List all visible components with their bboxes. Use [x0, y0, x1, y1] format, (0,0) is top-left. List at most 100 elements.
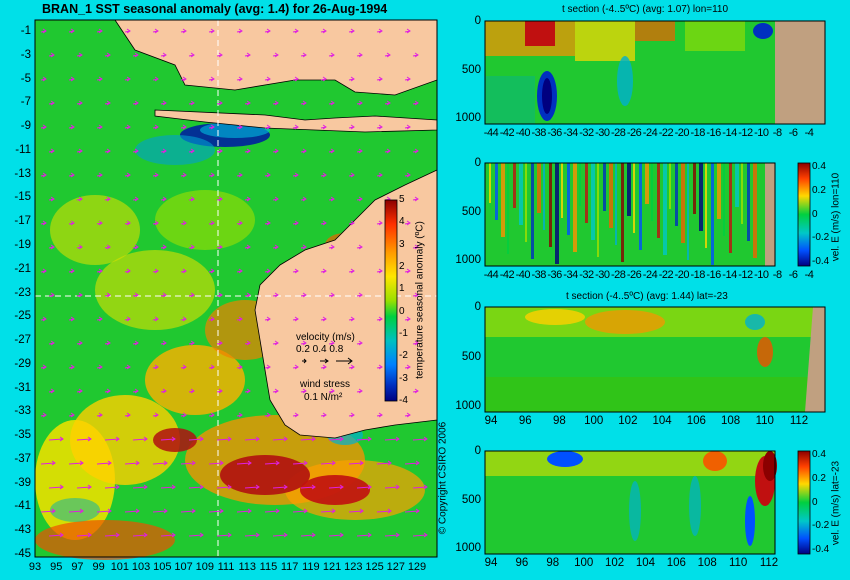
colorbar-tick: -3 — [399, 372, 408, 384]
map-lon-tick: 99 — [92, 561, 105, 573]
wind-arrow — [272, 244, 279, 250]
panel2-colorbar-tick: 0.4 — [812, 161, 826, 172]
wind-arrow — [376, 316, 383, 322]
velocity-stripe — [531, 163, 534, 259]
wind-arrow — [412, 244, 419, 250]
map-lat-tick: -35 — [14, 429, 31, 442]
wind-arrow — [264, 220, 271, 226]
panel2-x-tick: -34 — [563, 269, 578, 281]
velocity-stripe — [633, 163, 635, 233]
panel4-x-tick: 96 — [515, 557, 529, 569]
velocity-stripe — [621, 163, 624, 262]
wind-arrow — [40, 28, 47, 34]
wind-arrow — [356, 196, 363, 202]
velocity-stripe — [753, 163, 757, 258]
wind-arrow — [244, 436, 260, 442]
wind-arrow — [300, 340, 307, 346]
wind-arrow — [348, 268, 355, 274]
wind-arrow — [328, 148, 335, 154]
panel4-x-tick: 110 — [728, 557, 748, 569]
wind-arrow — [244, 52, 251, 58]
velocity-stripe — [519, 163, 523, 225]
wind-arrow — [236, 460, 252, 466]
panel2-x-tick: -8 — [772, 269, 782, 281]
panel4-section — [484, 450, 777, 555]
wind-arrow — [132, 244, 139, 250]
wind-arrow — [348, 124, 355, 130]
wind-arrow — [188, 244, 195, 250]
wind-arrow — [132, 292, 139, 298]
wind-arrow — [272, 148, 279, 154]
wind-arrow — [264, 364, 271, 370]
wind-arrow — [216, 244, 223, 250]
wind-arrow — [40, 316, 47, 322]
panel4-x-tick: 106 — [666, 557, 686, 569]
panel3-x-tick: 102 — [618, 415, 638, 427]
wind-arrow — [216, 100, 223, 106]
wind-arrow — [76, 532, 92, 538]
wind-arrow — [328, 484, 344, 490]
wind-arrow — [76, 244, 83, 250]
wind-arrow — [348, 220, 355, 226]
wind-arrow — [328, 532, 344, 538]
velocity-stripe — [597, 163, 599, 257]
colorbar-tick: 3 — [399, 238, 405, 250]
map-lon-tick: 111 — [217, 561, 235, 573]
wind-arrow — [160, 292, 167, 298]
map-lat-tick: -13 — [14, 167, 31, 180]
velocity-stripe — [609, 163, 613, 228]
map-lat-tick: -3 — [20, 48, 31, 61]
wind-arrow — [40, 508, 56, 514]
wind-arrow — [160, 532, 176, 538]
panel3-section — [484, 306, 826, 413]
panel4-x-tick: 100 — [574, 557, 594, 569]
wind-arrow — [132, 52, 139, 58]
wind-arrow — [180, 220, 187, 226]
wind-arrow — [208, 412, 215, 418]
wind-arrow — [160, 52, 167, 58]
wind-arrow — [48, 436, 64, 442]
wind-arrow — [160, 436, 176, 442]
panel1-x-tick: -38 — [531, 127, 546, 139]
velocity-stripe — [693, 163, 696, 214]
panel1-x-tick: -40 — [515, 127, 531, 139]
map-lat-tick: -9 — [20, 120, 31, 133]
wind-arrow — [124, 508, 140, 514]
wind-arrow — [292, 316, 299, 322]
wind-arrow — [384, 52, 391, 58]
colorbar-tick: 5 — [399, 194, 405, 205]
wind-arrow — [104, 148, 111, 154]
velocity-stripe — [591, 163, 595, 240]
wind-arrow — [208, 460, 224, 466]
wind-arrow — [272, 340, 279, 346]
panel3-y-tick: 500 — [461, 351, 481, 364]
panel4-y-tick: 500 — [461, 494, 481, 507]
velocity-legend-arrows — [302, 357, 353, 365]
wind-arrow — [152, 508, 168, 514]
wind-arrow — [76, 340, 83, 346]
wind-arrow — [236, 220, 243, 226]
sst-colorbar — [384, 199, 398, 402]
velocity-stripe — [681, 163, 685, 243]
wind-arrow — [208, 124, 215, 130]
panel1-x-tick: -36 — [547, 127, 562, 139]
velocity-stripe — [495, 163, 498, 220]
wind-arrow — [124, 124, 131, 130]
wind-arrow — [68, 508, 84, 514]
map-lon-tick: 115 — [259, 561, 278, 573]
wind-arrow — [328, 436, 344, 442]
wind-arrow — [244, 244, 251, 250]
panel1-x-tick: -8 — [772, 127, 782, 139]
wind-arrow — [244, 532, 260, 538]
panel4-colorbar-tick: 0 — [812, 496, 818, 508]
wind-arrow — [48, 100, 55, 106]
velocity-stripe — [711, 163, 714, 265]
wind-arrow — [264, 28, 271, 34]
panel3-x-tick: 106 — [686, 415, 706, 427]
wind-arrow — [180, 412, 187, 418]
wind-arrow — [264, 268, 271, 274]
wind-arrow — [40, 220, 47, 226]
velocity-stripe — [525, 163, 527, 242]
wind-arrow — [208, 76, 215, 82]
panel1-x-tick: -18 — [690, 127, 705, 139]
